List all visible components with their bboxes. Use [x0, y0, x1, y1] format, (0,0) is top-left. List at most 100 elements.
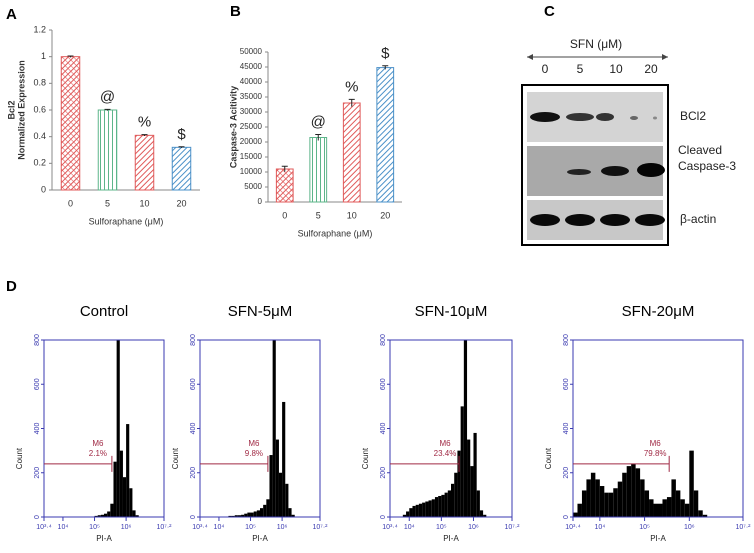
- error-bar: [382, 65, 389, 70]
- histogram-bar: [418, 503, 423, 517]
- bar: [171, 146, 192, 191]
- histogram-bar: [658, 503, 663, 517]
- error-bar: [67, 55, 74, 58]
- histogram-bar: [467, 439, 471, 517]
- y-tick-label: 15000: [240, 152, 263, 161]
- blot-row-label: BCl2: [680, 109, 706, 123]
- x-axis-label: PI-A: [252, 534, 268, 543]
- histogram-bar: [622, 472, 627, 517]
- y-axis-label: Caspase-3 Acitivity: [228, 86, 238, 168]
- panel-label: C: [544, 3, 555, 20]
- y-tick-label: 400: [34, 423, 41, 435]
- histogram-bar: [253, 511, 257, 517]
- blot-strips: [527, 92, 665, 240]
- y-tick-label: 40000: [240, 77, 263, 86]
- gate-marker: [44, 455, 113, 472]
- histogram-bar: [122, 477, 127, 517]
- histogram-bar: [702, 514, 708, 517]
- y-tick-label: 600: [563, 378, 570, 390]
- panel-label: B: [230, 3, 241, 20]
- histogram-bar: [483, 514, 487, 517]
- y-axis-label: Count: [171, 447, 180, 469]
- x-tick-label: 0: [282, 210, 287, 220]
- histogram-bar: [434, 497, 439, 517]
- histogram-bar: [613, 488, 618, 517]
- y-tick-label: 45000: [240, 62, 263, 71]
- histogram-bar: [573, 512, 578, 517]
- histogram-bar: [428, 500, 432, 517]
- histogram-bar: [577, 503, 582, 517]
- error-bar: [141, 134, 148, 136]
- histogram-bar: [415, 504, 419, 517]
- plot-frame: [199, 339, 321, 518]
- y-tick-label: 600: [190, 378, 197, 390]
- y-tick-label: 800: [380, 334, 387, 346]
- histogram-bar: [441, 494, 445, 517]
- y-tick-label: 0: [190, 515, 197, 519]
- lane-label: 10: [609, 62, 623, 76]
- histogram-bar: [237, 515, 242, 517]
- histogram-bar: [231, 515, 235, 517]
- histogram-bar: [476, 490, 480, 517]
- gate-name: M6: [439, 439, 451, 448]
- histogram-bar: [586, 479, 591, 517]
- histogram-bar: [412, 505, 416, 517]
- y-tick-label: 0: [34, 515, 41, 519]
- histogram-bar: [470, 466, 474, 517]
- x-tick-label: 10⁶: [277, 524, 288, 531]
- x-tick-label: 10⁴: [214, 524, 225, 531]
- histogram-bar: [266, 499, 270, 517]
- histogram-bar: [409, 508, 413, 517]
- lane-label: 5: [577, 62, 584, 76]
- y-tick-label: 600: [380, 378, 387, 390]
- bar-annotation: @: [311, 113, 326, 130]
- histogram-bar: [460, 406, 464, 517]
- x-tick-label: 20: [176, 198, 186, 208]
- x-axis-label: PI-A: [96, 534, 112, 543]
- histogram-bar: [278, 472, 283, 517]
- y-tick-label: 0: [258, 197, 263, 206]
- histogram-bar: [260, 508, 264, 517]
- histogram-bar: [244, 513, 248, 517]
- histogram-bar: [604, 492, 609, 517]
- histogram-bar: [135, 515, 139, 517]
- histogram-bar: [438, 495, 442, 517]
- gate-percent: 23.4%: [434, 449, 457, 458]
- plot-frame: [43, 339, 165, 518]
- histogram-bar: [234, 515, 238, 517]
- histogram-bar: [110, 503, 114, 517]
- x-tick-label: 10³·⁴: [382, 524, 397, 531]
- histogram-bar: [126, 424, 130, 517]
- x-axis-label: PI-A: [443, 534, 459, 543]
- histogram-bar: [447, 490, 451, 517]
- histogram-bar: [94, 515, 98, 517]
- chart-title: Control: [80, 303, 128, 320]
- x-tick-label: 10³·⁴: [192, 524, 207, 531]
- histogram-bar: [463, 340, 468, 517]
- error-bar: [178, 146, 185, 148]
- bar: [275, 168, 294, 203]
- x-tick-label: 10³·⁴: [565, 524, 580, 531]
- y-tick-label: 400: [190, 423, 197, 435]
- chart-title: SFN-5μM: [228, 303, 292, 320]
- x-tick-label: 10⁷·²: [313, 524, 329, 531]
- lane-label: 0: [542, 62, 549, 76]
- y-axis-label: Count: [361, 447, 370, 469]
- histogram-bar: [599, 486, 605, 517]
- blot-treatment: SFN (μM): [570, 37, 622, 51]
- histogram-bar: [113, 461, 117, 517]
- histogram-bar: [590, 472, 596, 517]
- histogram-bar: [457, 450, 461, 517]
- x-tick-label: 10³·⁴: [36, 524, 51, 531]
- x-tick-label: 20: [380, 210, 390, 220]
- y-tick-label: 0.6: [33, 104, 46, 114]
- y-tick-label: 800: [563, 334, 570, 346]
- blot-row-label: Cleaved Caspase-3: [678, 143, 737, 173]
- x-tick-label: 10⁶: [121, 524, 132, 531]
- bar: [342, 102, 361, 203]
- histogram-bar: [275, 439, 279, 517]
- y-tick-label: 400: [380, 423, 387, 435]
- histogram-bar: [285, 483, 289, 517]
- y-tick-label: 0: [380, 515, 387, 519]
